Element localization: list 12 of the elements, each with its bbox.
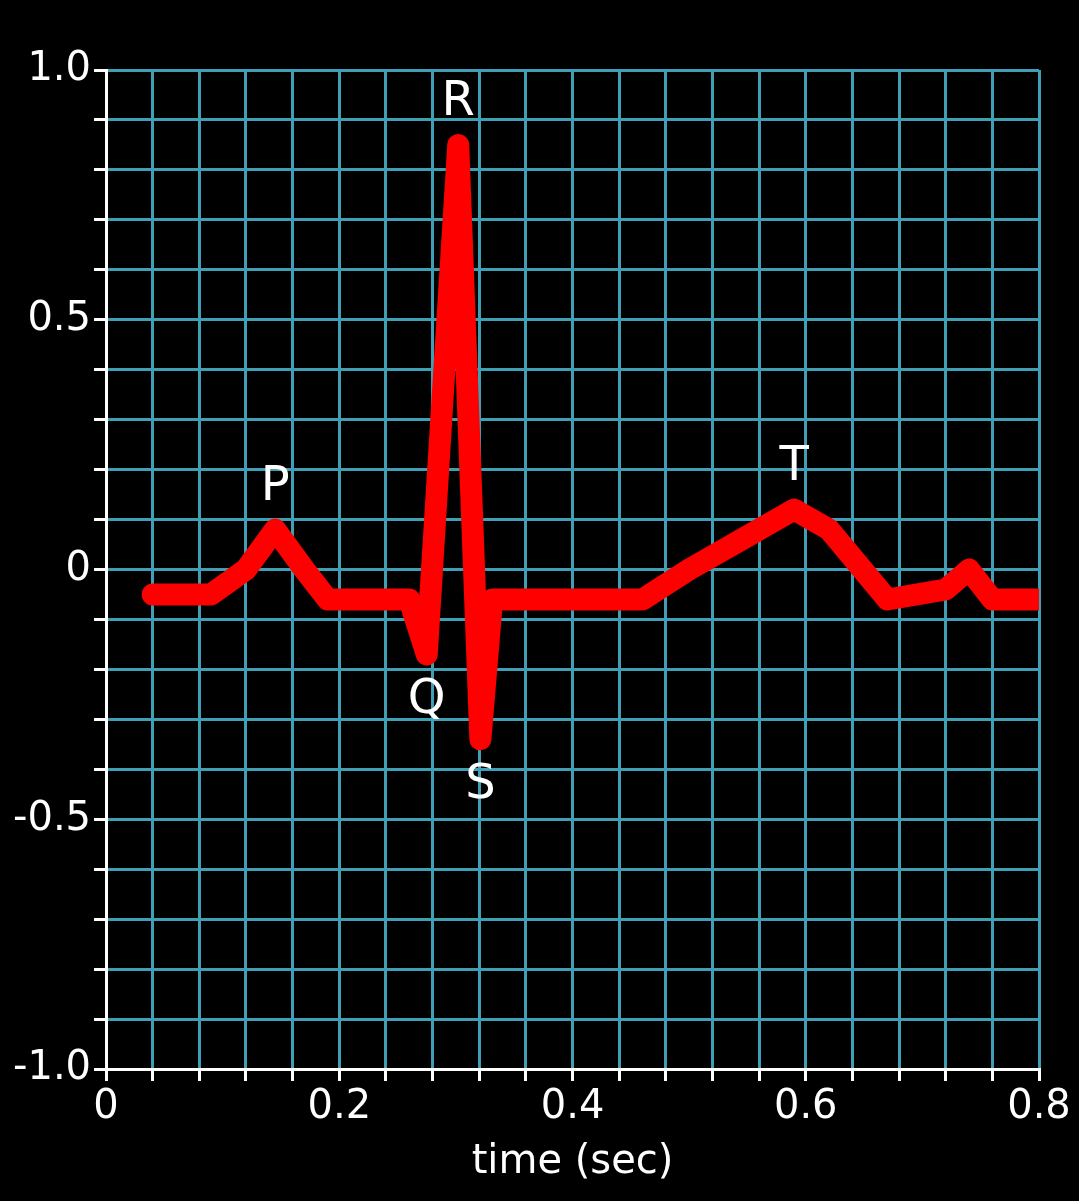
y-tick-label: 0 — [65, 542, 92, 589]
y-tick-label: -0.5 — [13, 792, 92, 839]
annotation: R — [441, 70, 475, 127]
x-tick-label: 0.4 — [540, 1081, 605, 1128]
x-tick-label: 0.6 — [773, 1081, 838, 1128]
y-tick-label: 1.0 — [27, 43, 92, 90]
y-tick-label: 0.5 — [27, 293, 92, 340]
annotation: P — [260, 455, 290, 512]
x-axis-title: time (sec) — [471, 1136, 674, 1183]
y-tick-label: -1.0 — [13, 1042, 92, 1089]
x-tick-label: 0.8 — [1007, 1081, 1071, 1128]
x-tick-label: 0.2 — [307, 1081, 372, 1128]
